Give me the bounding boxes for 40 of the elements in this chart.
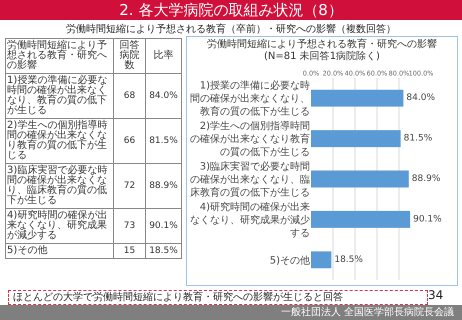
- data-label: 18.5%: [146, 244, 182, 258]
- y-tick-label: 2)学生への個別指導時間の確保が出来なくなり教育の質の低下が生じる: [190, 120, 310, 158]
- data-label: 66: [114, 118, 146, 164]
- text: 2. 各大学病院の取組み状況（8）: [0, 0, 462, 20]
- bar: [311, 90, 404, 107]
- text: 一般社団法人 全国医学部長病院長会議: [280, 306, 454, 319]
- data-label: 88.9%: [146, 164, 182, 208]
- data-label: 15: [114, 244, 146, 258]
- bar: [311, 251, 332, 268]
- y-tick-label: 1)授業の準備に必要な時間の確保が出来なくなり、教育の質の低下が生じる: [190, 80, 310, 118]
- text: 比率: [146, 38, 182, 74]
- bar: [311, 170, 409, 188]
- bar: [311, 210, 410, 228]
- category-label: 3)臨床実習で必要な時間の確保が出来なくなり、臨床教育の質の低下が生じる: [6, 164, 114, 208]
- category-label: 1)授業の準備に必要な時間の確保が出来なくなり、教育の質の低下が生じる: [6, 74, 114, 118]
- category-label: 2)学生への個別指導時間の確保が出来なくなり教育の質の低下が生じる: [6, 118, 114, 164]
- chart-subtitle: (N=81 未回答1病院除く): [264, 50, 380, 62]
- text: ほとんどの大学で労働時間短縮により教育・研究への影響が生じると回答: [8, 290, 428, 305]
- data-label: 72: [114, 164, 146, 208]
- data-label: 90.1%: [146, 208, 182, 244]
- category-label: 5)その他: [6, 244, 114, 258]
- data-label: 73: [114, 208, 146, 244]
- data-label: 84.0%: [146, 74, 182, 118]
- data-label: 90.1%: [413, 214, 442, 224]
- text: 労働時間短縮により予想される教育・研究への影響: [6, 38, 114, 74]
- text: 34: [428, 288, 444, 302]
- category-label: 4)研究時間の確保が出来なくなり、研究成果が減少する: [6, 208, 114, 244]
- data-label: 81.5%: [404, 134, 433, 144]
- data-label: 68: [114, 74, 146, 118]
- data-label: 81.5%: [146, 118, 182, 164]
- y-tick-label: 4)研究時間の確保が出来なくなり、研究成果が減少する: [190, 200, 310, 239]
- data-label: 88.9%: [412, 174, 441, 184]
- text: 労働時間短縮により予想される教育（卒前）・研究への影響（複数回答）: [65, 22, 397, 36]
- y-tick-label: 3)臨床実習で必要な時間の確保が出来なくなり、臨床教育の質の低下が生じる: [190, 160, 310, 198]
- data-label: 84.0%: [406, 93, 436, 104]
- data-label: 18.5%: [334, 254, 364, 265]
- chart-title: 労働時間短縮により予想される教育・研究への影響: [207, 39, 437, 50]
- text: 回答病院数: [114, 38, 146, 74]
- y-tick-label: 5)その他: [270, 254, 310, 266]
- bar: [311, 130, 401, 148]
